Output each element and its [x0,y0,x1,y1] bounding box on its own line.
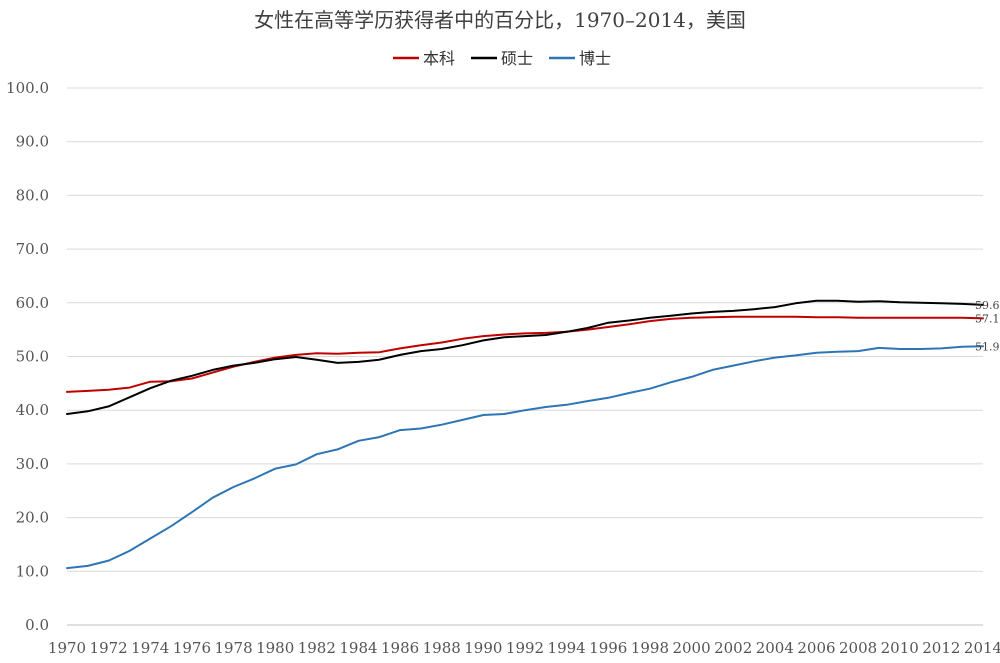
legend-label: 博士 [579,49,611,68]
x-tick-label: 1988 [423,639,461,657]
legend-label: 本科 [423,49,455,68]
x-tick-label: 1972 [90,639,128,657]
y-tick-label: 40.0 [16,401,49,419]
x-tick-label: 1992 [506,639,544,657]
x-tick-label: 1994 [548,639,586,657]
x-tick-label: 1980 [256,639,294,657]
x-tick-label: 2004 [756,639,794,657]
x-tick-label: 2008 [839,639,877,657]
x-tick-label: 2010 [881,639,919,657]
y-tick-label: 20.0 [16,509,49,527]
gridlines [67,87,983,626]
series-line-3 [66,345,984,570]
chart-title: 女性在高等学历获得者中的百分比，1970–2014，美国 [254,8,746,32]
y-tick-label: 30.0 [16,455,49,473]
legend-label: 硕士 [501,49,533,68]
x-tick-label: 1996 [589,639,627,657]
x-tick-label: 1982 [298,639,336,657]
x-tick-label: 2000 [672,639,710,657]
x-tick-label: 1986 [381,639,419,657]
legend: 本科 硕士 博士 [393,49,611,68]
x-tick-label: 1978 [214,639,252,657]
y-tick-label: 100.0 [6,79,49,97]
x-axis: 1970 1972 1974 1976 1978 1980 1982 1984 1986 1988… [48,639,1000,657]
end-labels: 57.159.6 51.9 [975,299,1000,353]
y-axis: 0.0 10.0 20.0 30.0 40.0 50.0 60.0 70.0 80.0 90.0 1… [6,79,49,634]
x-tick-label: 1984 [339,639,377,657]
y-tick-label: 80.0 [16,186,49,204]
x-tick-label: 1970 [48,639,86,657]
y-tick-label: 70.0 [16,240,49,258]
x-tick-label: 1974 [131,639,169,657]
end-value-label: 51.9 [975,340,1000,353]
y-tick-label: 90.0 [16,133,49,151]
end-value-label: 57.1 [975,312,1000,325]
x-tick-label: 1976 [173,639,211,657]
series-line-2 [66,299,984,415]
y-tick-label: 60.0 [16,294,49,312]
series-layer [66,299,984,570]
x-tick-label: 2006 [797,639,835,657]
series-line-1 [66,315,984,393]
x-tick-label: 2012 [922,639,960,657]
y-tick-label: 0.0 [25,616,49,634]
x-tick-label: 2002 [714,639,752,657]
x-tick-label: 1998 [631,639,669,657]
x-tick-label: 2014 [964,639,1000,657]
end-value-label: 59.6 [975,299,1000,312]
y-tick-label: 50.0 [16,348,49,366]
y-tick-label: 10.0 [16,562,49,580]
x-tick-label: 1990 [464,639,502,657]
